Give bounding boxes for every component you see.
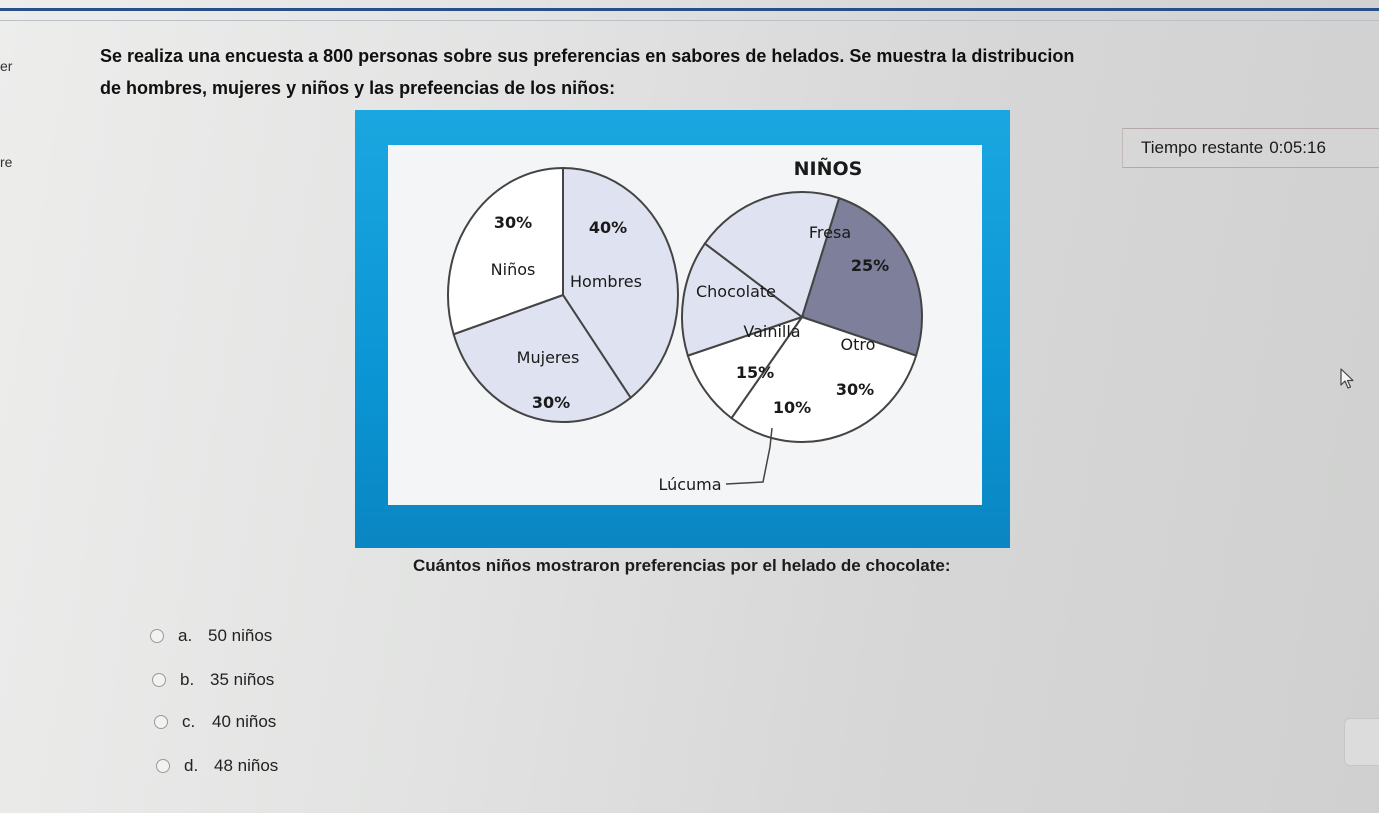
option-b[interactable]: b. 35 niños bbox=[152, 670, 274, 690]
pie2-value-fresa: 25% bbox=[851, 256, 889, 275]
option-letter: d. bbox=[184, 756, 199, 775]
pie2-slice-lucuma bbox=[686, 315, 805, 420]
timer-box: Tiempo restante 0:05:16 bbox=[1122, 128, 1379, 168]
pie2-slice-chocolate bbox=[703, 191, 841, 319]
option-text: 50 niños bbox=[208, 626, 273, 645]
edge-text-1: er bbox=[0, 58, 13, 74]
question-text: Se realiza una encuesta a 800 personas s… bbox=[100, 40, 1370, 104]
top-rule bbox=[0, 8, 1379, 11]
radio-circle-icon[interactable] bbox=[154, 715, 168, 729]
option-c[interactable]: c. 40 niños bbox=[154, 712, 276, 732]
pie2-slice-vainilla bbox=[681, 242, 805, 357]
pie2-value-otro: 30% bbox=[836, 380, 874, 399]
timer-label: Tiempo restante bbox=[1141, 138, 1264, 157]
pie1-value-hombres: 40% bbox=[589, 218, 627, 237]
pie2-value-lucuma: 10% bbox=[773, 398, 811, 417]
subquestion-text: Cuántos niños mostraron preferencias por… bbox=[413, 556, 951, 575]
pie1-label-ninos: Niños bbox=[491, 260, 536, 279]
option-text: 48 niños bbox=[214, 756, 279, 775]
option-d[interactable]: d. 48 niños bbox=[156, 756, 278, 776]
corner-widget[interactable] bbox=[1344, 718, 1379, 766]
pie2-label-chocolate: Chocolate bbox=[696, 282, 776, 301]
pie2-value-vainilla: 15% bbox=[736, 363, 774, 382]
pie2-label-vainilla: Vainilla bbox=[743, 322, 800, 341]
pie2-leader-line bbox=[725, 427, 773, 485]
pie2-label-otro: Otro bbox=[841, 335, 876, 354]
radio-circle-icon[interactable] bbox=[152, 673, 166, 687]
option-letter: c. bbox=[182, 712, 196, 731]
figure-frame: Hombres 40% Mujeres 30% Niños 30% NIÑOS Fresa 25… bbox=[355, 110, 1010, 548]
pie1-value-ninos: 30% bbox=[494, 213, 532, 232]
pie2-slice-otro bbox=[730, 315, 918, 443]
pie1-slice-ninos bbox=[447, 166, 564, 336]
radio-circle-icon[interactable] bbox=[150, 629, 164, 643]
top-rule-thin bbox=[0, 20, 1379, 21]
question-line-2: de hombres, mujeres y niños y las prefee… bbox=[100, 78, 616, 98]
pie1-slice-hombres bbox=[562, 166, 679, 400]
option-text: 35 niños bbox=[210, 670, 275, 689]
radio-circle-icon[interactable] bbox=[156, 759, 170, 773]
pie1-label-mujeres: Mujeres bbox=[517, 348, 580, 367]
pie2-label-fresa: Fresa bbox=[809, 223, 851, 242]
mouse-pointer-icon bbox=[1340, 368, 1356, 395]
question-line-1: Se realiza una encuesta a 800 personas s… bbox=[100, 46, 1075, 66]
edge-text-2: re bbox=[0, 154, 13, 170]
pie1-label-hombres: Hombres bbox=[570, 272, 642, 291]
option-a[interactable]: a. 50 niños bbox=[150, 626, 272, 646]
pie2-slice-fresa bbox=[800, 196, 923, 357]
option-letter: a. bbox=[178, 626, 193, 645]
figure-panel: Hombres 40% Mujeres 30% Niños 30% NIÑOS Fresa 25… bbox=[388, 145, 982, 505]
timer-value: 0:05:16 bbox=[1269, 138, 1326, 157]
pie1-slice-mujeres bbox=[452, 293, 632, 423]
pie1-value-mujeres: 30% bbox=[532, 393, 570, 412]
pie2-label-lucuma: Lúcuma bbox=[658, 475, 721, 494]
option-text: 40 niños bbox=[212, 712, 277, 731]
pie2-title: NIÑOS bbox=[794, 156, 863, 180]
option-letter: b. bbox=[180, 670, 195, 689]
pie-charts: Hombres 40% Mujeres 30% Niños 30% NIÑOS Fresa25… bbox=[447, 156, 923, 494]
